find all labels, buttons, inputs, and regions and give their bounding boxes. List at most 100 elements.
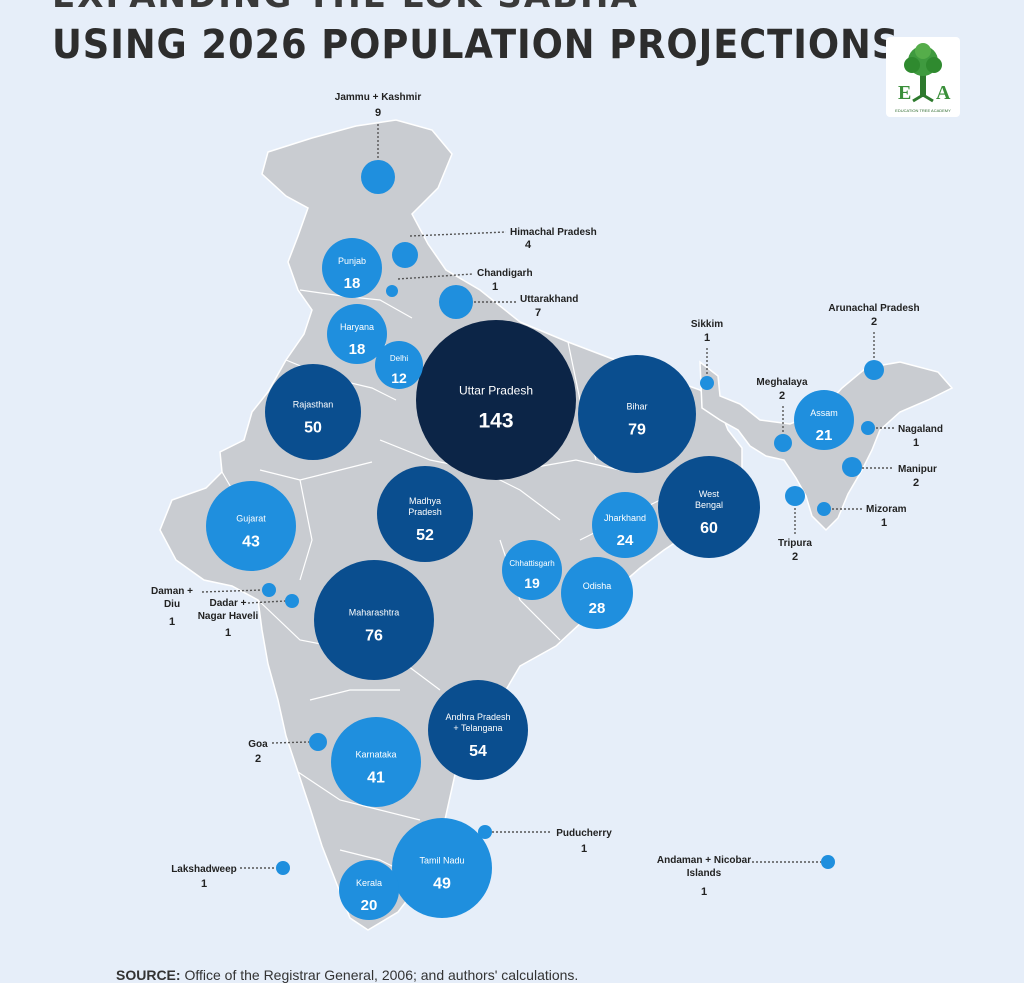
state-bubble-circle xyxy=(327,304,387,364)
state-name-label: Chhattisgarh xyxy=(509,559,554,568)
state-bubble-haryana: Haryana 18 xyxy=(327,304,387,364)
callout-dots: Jammu + Kashmir 9 Uttarakhand 7 Himachal Pra… xyxy=(151,92,943,898)
state-bubble-circle xyxy=(331,717,421,807)
state-bubble-kerala: Kerala 20 xyxy=(339,860,399,920)
state-seat-count: 41 xyxy=(367,770,385,787)
callout-name-label: Arunachal Pradesh xyxy=(828,303,919,314)
state-name-label: Rajasthan xyxy=(293,400,334,410)
callout-seat-count: 1 xyxy=(701,886,707,898)
state-name-label: Haryana xyxy=(340,322,374,332)
callout-tripura: Tripura 2 xyxy=(778,486,812,563)
state-name-label: Odisha xyxy=(583,581,612,591)
callout-name-label: Manipur xyxy=(898,464,937,475)
callout-dot xyxy=(864,360,884,380)
callout-name-label: Tripura xyxy=(778,538,812,549)
state-seat-count: 60 xyxy=(700,520,718,537)
state-bubble-circle xyxy=(392,818,492,918)
callout-seat-count: 4 xyxy=(525,239,532,251)
state-bubble-tamil-nadu: Tamil Nadu 49 xyxy=(392,818,492,918)
callout-name-label: Uttarakhand xyxy=(520,294,578,305)
state-bubble-punjab: Punjab 18 xyxy=(322,238,382,298)
state-bubble-circle xyxy=(314,560,434,680)
state-bubble-circle xyxy=(578,355,696,473)
state-name-label: Bihar xyxy=(626,402,647,412)
callout-seat-count: 1 xyxy=(704,332,710,344)
state-seat-count: 79 xyxy=(628,422,646,439)
state-seat-count: 21 xyxy=(816,427,833,444)
callout-seat-count: 2 xyxy=(792,551,798,563)
callout-seat-count: 2 xyxy=(913,477,919,489)
logo: E A EDUCATION TREE ACADEMY xyxy=(886,37,960,117)
callout-dot xyxy=(309,733,327,751)
callout-name-label: Jammu + Kashmir xyxy=(335,92,422,103)
state-bubble-karnataka: Karnataka 41 xyxy=(331,717,421,807)
state-seat-count: 52 xyxy=(416,527,434,544)
state-seat-count: 18 xyxy=(349,341,366,358)
callout-dot xyxy=(861,421,875,435)
source-label: SOURCE: xyxy=(116,967,181,983)
callout-dot xyxy=(821,855,835,869)
callout-daman-diu: Daman + Diu 1 xyxy=(151,583,276,628)
title-partial: EXPANDING THE LOK SABHA xyxy=(52,0,639,16)
state-bubble-assam: Assam 21 xyxy=(794,390,854,450)
source-text: Office of the Registrar General, 2006; a… xyxy=(184,967,579,983)
callout-name-label: Sikkim xyxy=(691,319,723,330)
callout-jammu-kashmir: Jammu + Kashmir 9 xyxy=(335,92,422,194)
source-note: SOURCE: Office of the Registrar General,… xyxy=(116,967,578,983)
state-bubble-andhra-pradesh-telangana: Andhra Pradesh+ Telangana 54 xyxy=(428,680,528,780)
callout-seat-count: 2 xyxy=(255,753,261,765)
state-bubble-circle xyxy=(339,860,399,920)
callout-seat-count: 1 xyxy=(913,437,919,449)
callout-seat-count: 1 xyxy=(169,616,175,628)
state-bubble-jharkhand: Jharkhand 24 xyxy=(592,492,658,558)
state-bubble-circle xyxy=(592,492,658,558)
state-bubble-circle xyxy=(428,680,528,780)
state-bubble-circle xyxy=(265,364,361,460)
state-bubble-circle xyxy=(322,238,382,298)
callout-name-label: Mizoram xyxy=(866,504,907,515)
callout-dot xyxy=(785,486,805,506)
callout-name-label: Nagar Haveli xyxy=(198,611,259,622)
state-name-label: Madhya xyxy=(409,496,441,506)
callout-name-label: Goa xyxy=(248,739,268,750)
callout-dot xyxy=(774,434,792,452)
state-seat-count: 143 xyxy=(478,410,513,433)
callout-arunachal-pradesh: Arunachal Pradesh 2 xyxy=(828,303,920,380)
callout-lakshadweep: Lakshadweep 1 xyxy=(171,861,290,890)
callout-dot xyxy=(276,861,290,875)
state-name-label: Uttar Pradesh xyxy=(459,384,533,398)
state-name-label: West xyxy=(699,489,720,499)
page-title: USING 2026 POPULATION PROJECTIONS xyxy=(52,22,900,68)
state-seat-count: 20 xyxy=(361,897,378,914)
state-name-label: Maharashtra xyxy=(349,608,400,618)
callout-mizoram: Mizoram 1 xyxy=(817,502,907,529)
callout-dot xyxy=(817,502,831,516)
callout-uttarakhand: Uttarakhand 7 xyxy=(439,285,578,319)
state-name-label: Delhi xyxy=(390,354,408,363)
leader-lines xyxy=(201,124,894,869)
state-name-label: Kerala xyxy=(356,878,382,888)
state-name-label: Andhra Pradesh xyxy=(445,712,510,722)
state-bubble-circle xyxy=(416,320,576,480)
callout-dot xyxy=(439,285,473,319)
callout-name-label: Meghalaya xyxy=(756,377,808,388)
state-bubble-odisha: Odisha 28 xyxy=(561,557,633,629)
leader-line xyxy=(409,231,507,237)
state-bubble-circle xyxy=(377,466,473,562)
state-bubble-circle xyxy=(375,341,423,389)
callout-name-label: Himachal Pradesh xyxy=(510,227,597,238)
callout-dot xyxy=(842,457,862,477)
state-name-label: Punjab xyxy=(338,256,366,266)
callout-name-label: Diu xyxy=(164,599,180,610)
state-seat-count: 24 xyxy=(617,532,634,549)
state-seat-count: 54 xyxy=(469,743,487,760)
state-name-label: Karnataka xyxy=(355,750,396,760)
callout-manipur: Manipur 2 xyxy=(842,457,937,489)
callout-goa: Goa 2 xyxy=(248,733,327,765)
state-seat-count: 12 xyxy=(391,370,407,386)
callout-dadar-nagar-haveli: Dadar + Nagar Haveli 1 xyxy=(198,594,299,639)
state-bubble-circle xyxy=(658,456,760,558)
callout-seat-count: 1 xyxy=(581,843,587,855)
callout-dot xyxy=(386,285,398,297)
